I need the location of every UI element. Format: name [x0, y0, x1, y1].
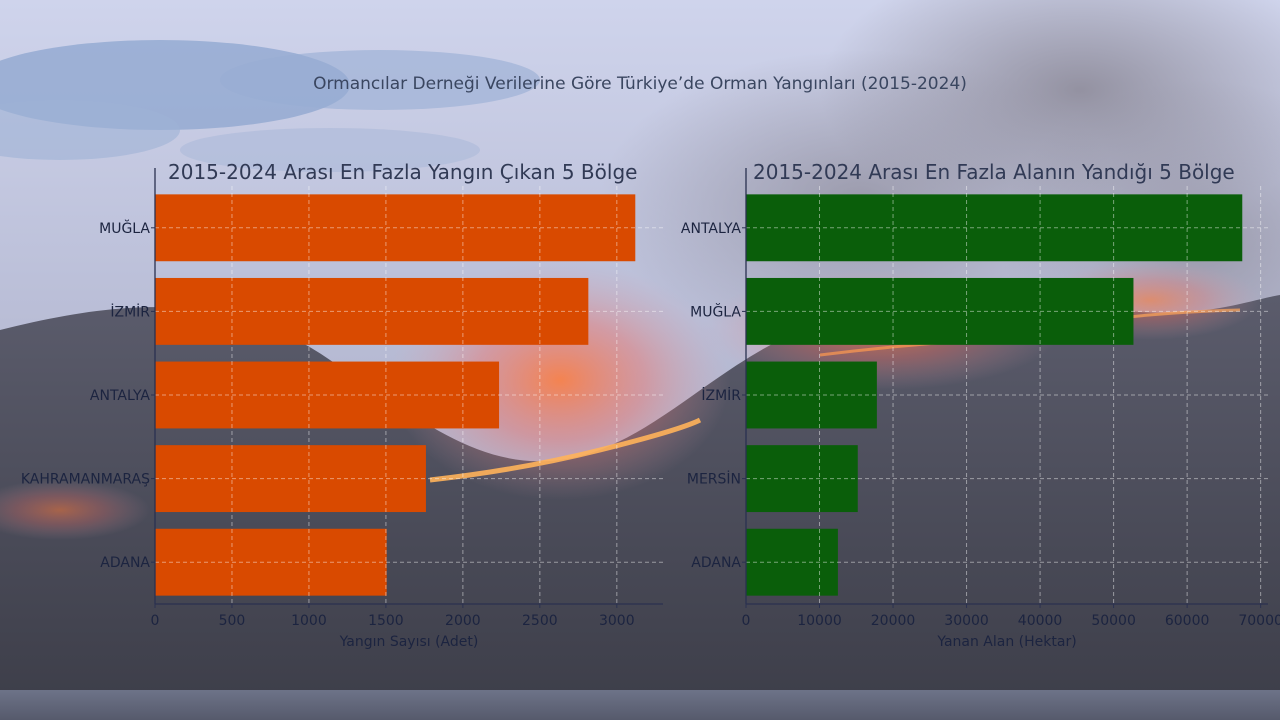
bar-kahramanmaraş	[155, 445, 426, 513]
x-tick-label: 10000	[797, 613, 842, 629]
x-tick-label: 0	[151, 613, 160, 629]
x-tick-label: 3000	[599, 613, 635, 629]
category-label: ANTALYA	[681, 221, 741, 237]
x-tick-label: 2000	[445, 613, 481, 629]
category-label: MUĞLA	[690, 302, 741, 320]
bar-mersi̇n	[746, 445, 858, 513]
x-tick-label: 2500	[522, 613, 558, 629]
chart-fire-count: 2015-2024 Arası En Fazla Yangın Çıkan 5 …	[0, 150, 665, 650]
category-label: ADANA	[691, 555, 741, 571]
bar-muğla	[746, 277, 1134, 345]
x-tick-label: 20000	[871, 613, 916, 629]
category-label: KAHRAMANMARAŞ	[21, 472, 150, 488]
bar-antalya	[155, 361, 500, 429]
chart-plot: MUĞLA İZMİR ANTALYA KAHRAMANMARAŞ ADANA 0 500 1…	[21, 168, 663, 650]
category-label: ANTALYA	[90, 388, 150, 404]
category-label: İZMİR	[701, 386, 741, 404]
x-tick-label: 1000	[291, 613, 327, 629]
x-tick-label: 30000	[944, 613, 989, 629]
x-tick-label: 40000	[1018, 613, 1063, 629]
category-label: MERSİN	[687, 470, 741, 488]
main-title: Ormancılar Derneği Verilerine Göre Türki…	[313, 74, 967, 94]
x-tick-label: 1500	[368, 613, 404, 629]
chart-plot: ANTALYA MUĞLA İZMİR MERSİN ADANA 0 10000 20000 3…	[681, 168, 1280, 650]
x-tick-label: 50000	[1091, 613, 1136, 629]
x-tick-label: 500	[219, 613, 246, 629]
x-tick-label: 70000	[1238, 613, 1280, 629]
x-tick-label: 0	[742, 613, 751, 629]
bar-adana	[155, 528, 387, 596]
bar-i̇zmi̇r	[155, 277, 589, 345]
bar-antalya	[746, 194, 1243, 262]
chart-title: 2015-2024 Arası En Fazla Yangın Çıkan 5 …	[168, 160, 638, 184]
chart-title: 2015-2024 Arası En Fazla Alanın Yandığı …	[753, 160, 1235, 184]
category-label: İZMİR	[110, 302, 150, 320]
x-axis-label: Yangın Sayısı (Adet)	[339, 634, 479, 650]
x-axis-label: Yanan Alan (Hektar)	[936, 634, 1076, 650]
chart-burned-area: 2015-2024 Arası En Fazla Alanın Yandığı …	[665, 150, 1280, 650]
x-tick-label: 60000	[1165, 613, 1210, 629]
bar-i̇zmi̇r	[746, 361, 877, 429]
category-label: MUĞLA	[99, 219, 150, 237]
category-label: ADANA	[100, 555, 150, 571]
bar-adana	[746, 528, 838, 596]
bar-muğla	[155, 194, 636, 262]
